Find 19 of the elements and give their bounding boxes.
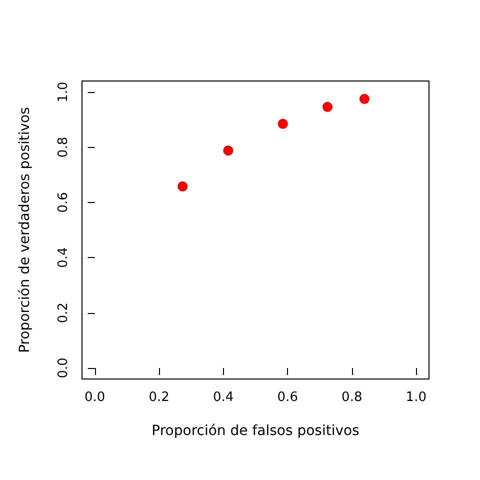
point [322,102,332,112]
y-tick-label: 0.6 [56,192,71,213]
point [223,146,234,156]
y-tick-label: 0.8 [56,136,71,158]
point [278,118,288,129]
x-tick-label: 1.0 [406,390,426,405]
x-tick-label: 0.4 [213,390,234,405]
x-tick-label: 0.0 [84,390,106,405]
x-tick-label: 0.2 [148,390,170,405]
y-tick-label: 0.4 [56,247,71,268]
x-tick-label: 0.6 [277,390,298,405]
point [359,94,370,104]
y-tick-label: 0.2 [56,302,71,324]
x-axis-title: Proporción de falsos positivos [152,423,360,439]
point [178,181,188,192]
y-axis-title: Proporción de verdaderos positivos [17,107,33,353]
x-tick-label: 0.8 [342,390,362,405]
y-tick-label: 0.0 [56,358,71,378]
y-tick-label: 1.0 [56,82,71,102]
